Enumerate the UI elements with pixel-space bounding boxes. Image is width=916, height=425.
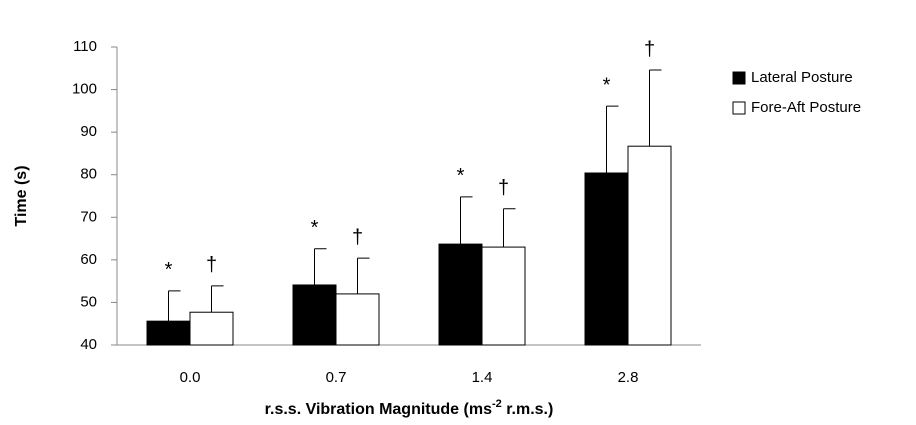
x-axis-label-part: r.m.s.) xyxy=(502,401,554,418)
bar xyxy=(189,311,234,346)
y-tick-label: 90 xyxy=(80,123,97,140)
x-axis-label: r.s.s. Vibration Magnitude (ms-2 r.m.s.) xyxy=(265,398,554,418)
annotation: * xyxy=(603,74,611,96)
error-bar xyxy=(314,248,327,285)
annotation: * xyxy=(165,259,173,281)
x-tick-label: 0.7 xyxy=(326,369,347,386)
x-tick-label: 2.8 xyxy=(618,369,639,386)
y-tick-label: 60 xyxy=(80,251,97,268)
y-tick-label: 40 xyxy=(80,336,97,353)
legend-label: Fore-Aft Posture xyxy=(751,99,861,116)
error-bar xyxy=(211,285,224,313)
annotation: † xyxy=(644,38,655,60)
legend-label: Lateral Posture xyxy=(751,69,853,86)
error-bar xyxy=(606,105,619,174)
y-tick-label: 70 xyxy=(80,208,97,225)
annotation: * xyxy=(457,165,465,187)
y-axis-label: Time (s) xyxy=(13,165,30,226)
y-tick-label: 80 xyxy=(80,166,97,183)
error-bar xyxy=(649,69,662,147)
bar xyxy=(627,145,672,346)
bar xyxy=(584,172,629,346)
y-tick-label: 100 xyxy=(72,81,97,98)
bar xyxy=(146,320,191,346)
bar xyxy=(481,246,526,346)
error-bar xyxy=(168,290,181,322)
x-axis-label-part: r.s.s. Vibration Magnitude (ms xyxy=(265,401,492,418)
x-tick-label: 1.4 xyxy=(472,369,493,386)
y-tick-label: 110 xyxy=(73,38,97,55)
bar xyxy=(335,293,380,346)
error-bar xyxy=(503,208,516,248)
annotation: † xyxy=(352,226,363,248)
error-bar xyxy=(357,257,370,294)
legend-swatch xyxy=(732,71,746,85)
bar xyxy=(438,243,483,346)
annotation: * xyxy=(311,217,319,239)
annotation: † xyxy=(498,177,509,199)
error-bar xyxy=(460,196,473,245)
y-tick-label: 50 xyxy=(80,293,97,310)
x-axis-label-sup: -2 xyxy=(492,398,502,410)
legend-swatch xyxy=(732,101,746,115)
annotation: † xyxy=(206,254,217,276)
bar xyxy=(292,284,337,346)
x-tick-label: 0.0 xyxy=(180,369,201,386)
